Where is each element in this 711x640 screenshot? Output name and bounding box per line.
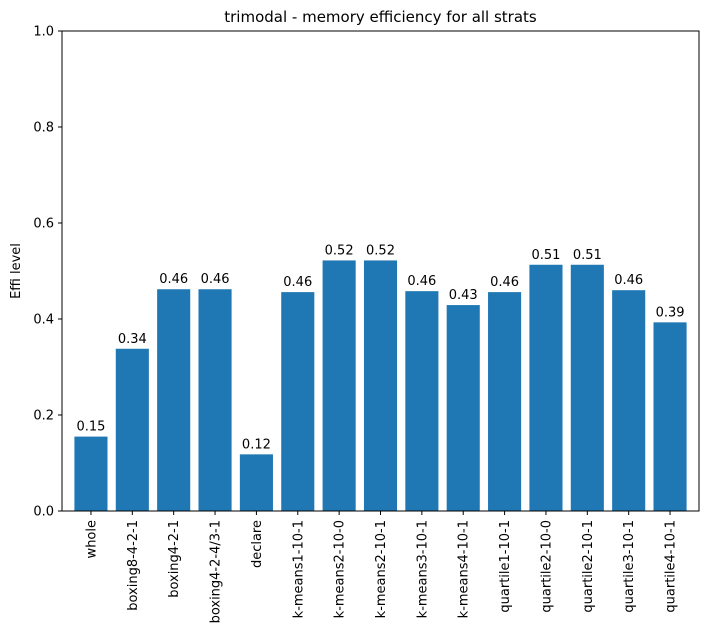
chart-title: trimodal - memory efficiency for all str… bbox=[224, 8, 537, 26]
bar-data-label: 0.46 bbox=[614, 273, 643, 288]
bar-data-label: 0.15 bbox=[76, 420, 105, 435]
x-tick-label: k-means3-10-1 bbox=[415, 520, 430, 618]
y-tick-label: 1.0 bbox=[33, 25, 54, 40]
bar bbox=[74, 436, 108, 511]
bars-group: 0.15 0.34 0.46 0.46 0.12 0.46 0.52 0.52 0.46 0.43… bbox=[74, 243, 687, 511]
x-tick-label: k-means1-10-1 bbox=[291, 520, 306, 618]
bar bbox=[115, 348, 149, 511]
x-tick-label: k-means4-10-1 bbox=[457, 520, 472, 618]
bar bbox=[653, 322, 687, 511]
bar-data-label: 0.52 bbox=[366, 243, 395, 258]
bar-data-label: 0.46 bbox=[201, 272, 230, 287]
bar-data-label: 0.46 bbox=[159, 272, 188, 287]
bar bbox=[405, 291, 439, 511]
bar-data-label: 0.39 bbox=[656, 305, 685, 320]
x-tick-label: boxing4-2-4/3-1 bbox=[209, 520, 224, 623]
bar-data-label: 0.34 bbox=[118, 332, 147, 347]
bar bbox=[529, 264, 563, 511]
bar-data-label: 0.52 bbox=[325, 243, 354, 258]
bar bbox=[239, 454, 273, 511]
bar bbox=[281, 292, 315, 511]
x-tick-label: boxing4-2-1 bbox=[167, 520, 182, 598]
bar bbox=[363, 260, 398, 511]
bar-data-label: 0.12 bbox=[242, 437, 271, 452]
bar bbox=[157, 289, 191, 511]
bar bbox=[612, 290, 646, 511]
bar-data-label: 0.46 bbox=[283, 275, 312, 290]
y-tick-label: 0.0 bbox=[33, 505, 54, 520]
x-tick-label: quartile4-10-1 bbox=[664, 520, 679, 613]
bar-data-label: 0.51 bbox=[531, 248, 560, 263]
x-tick-label: quartile2-10-1 bbox=[581, 520, 596, 613]
y-tick-label: 0.8 bbox=[33, 121, 54, 136]
bar-data-label: 0.51 bbox=[573, 248, 602, 263]
bar bbox=[488, 292, 522, 511]
x-tick-label: quartile1-10-1 bbox=[498, 520, 513, 613]
x-tick-label: declare bbox=[250, 520, 265, 568]
x-axis: whole boxing8-4-2-1 boxing4-2-1 boxing4-2-4… bbox=[84, 511, 679, 623]
bar-data-label: 0.46 bbox=[407, 274, 436, 289]
y-axis-label: Effi level bbox=[9, 243, 24, 299]
y-tick-label: 0.2 bbox=[33, 409, 54, 424]
x-tick-label: whole bbox=[84, 520, 99, 558]
x-tick-label: k-means2-10-0 bbox=[333, 520, 348, 618]
plot-frame bbox=[61, 30, 700, 512]
x-tick-label: k-means2-10-1 bbox=[374, 520, 389, 618]
x-tick-label: quartile3-10-1 bbox=[622, 520, 637, 613]
bar bbox=[446, 305, 480, 511]
bar bbox=[198, 289, 232, 511]
y-tick-label: 0.4 bbox=[33, 313, 54, 328]
bar bbox=[570, 264, 604, 511]
bar-data-label: 0.43 bbox=[449, 288, 478, 303]
y-axis: 0.0 0.2 0.4 0.6 0.8 1.0 bbox=[33, 25, 62, 520]
bar-data-label: 0.46 bbox=[490, 275, 519, 290]
x-tick-label: boxing8-4-2-1 bbox=[126, 520, 141, 611]
x-tick-label: quartile2-10-0 bbox=[539, 520, 554, 613]
bar bbox=[322, 260, 356, 511]
y-tick-label: 0.6 bbox=[33, 217, 54, 232]
